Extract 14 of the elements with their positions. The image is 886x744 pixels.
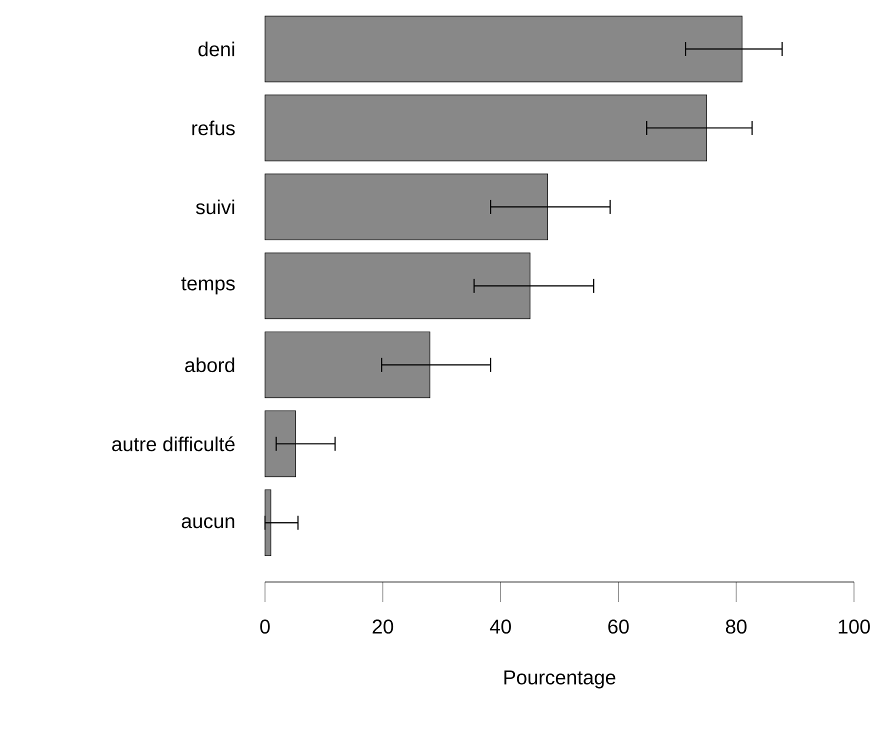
x-tick-label: 0 <box>260 620 270 634</box>
y-tick-label: autre difficulté <box>112 436 235 452</box>
x-tick-label: 40 <box>490 620 511 634</box>
y-tick-label: deni <box>198 42 234 56</box>
y-tick-label: temps <box>181 277 235 294</box>
x-tick-label: 80 <box>726 620 747 634</box>
y-tick-label: suivi <box>196 200 234 214</box>
y-tick-label: aucun <box>182 517 234 528</box>
y-tick-label: abord <box>185 358 234 372</box>
y-tick-label: refus <box>192 120 235 136</box>
x-axis-title: Pourcentage <box>504 670 616 688</box>
x-tick-label: 20 <box>372 620 394 634</box>
x-tick-label: 60 <box>608 620 629 634</box>
x-tick-label: 100 <box>838 620 870 634</box>
